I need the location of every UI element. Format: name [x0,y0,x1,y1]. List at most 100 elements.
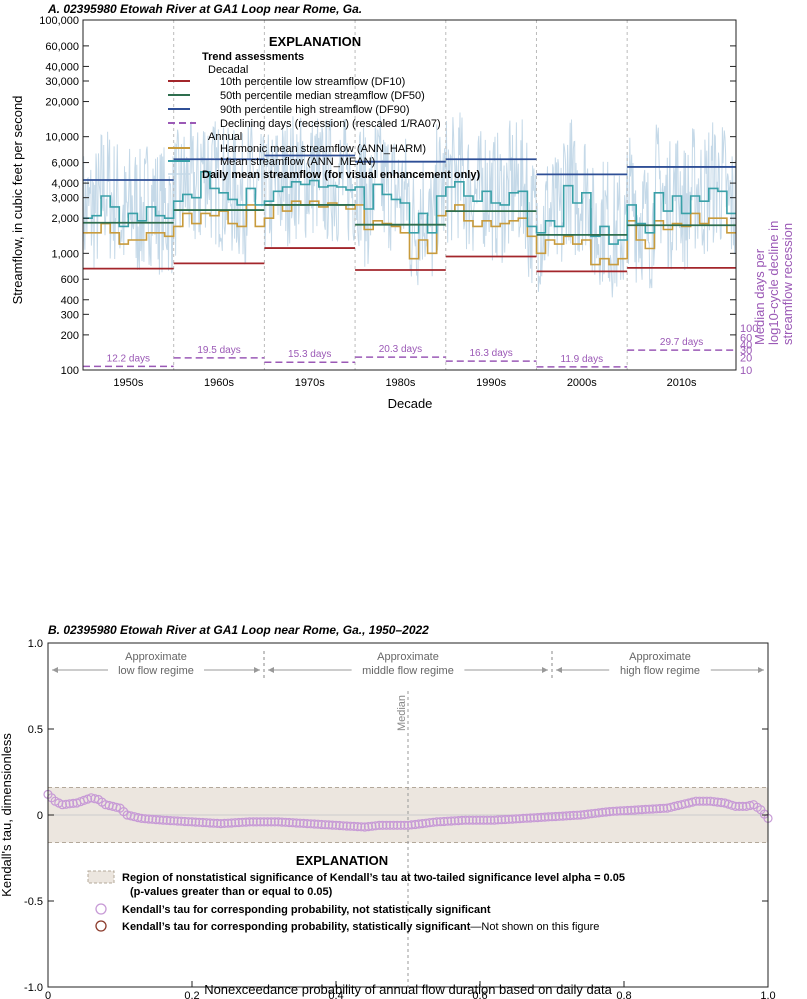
y-tick-label: 20,000 [45,97,79,109]
decade-label: 2000s [567,377,597,389]
y2-tick-label: 20 [740,352,752,364]
recession-label: 19.5 days [197,345,240,356]
legend-ann-harm-label: Harmonic mean streamflow (ANN_HARM) [220,143,426,155]
panel-b-x-axis-ticks: 0 0.2 0.4 0.6 0.8 1.0 [45,981,776,999]
tau-point [180,816,190,827]
legend-band-label-1: Region of nonstatistical significance of… [122,872,625,884]
panel-a-y2-axis-label: Median days per log10-cycle decline in s… [752,221,795,345]
panel-a-title: A. 02395980 Etowah River at GA1 Loop nea… [47,2,362,16]
tau-point [144,814,154,824]
tau-point [335,820,345,831]
legend-df10-label: 10th percentile low streamflow (DF10) [220,76,405,88]
tau-point [619,806,629,816]
tau-point [479,815,489,825]
tau-point [421,818,431,828]
tau-point [111,802,122,812]
tau-point [277,817,287,827]
tau-point [320,820,330,830]
tau-point [417,818,427,829]
tau-point [378,820,388,830]
tau-point [223,818,233,828]
tau-point [147,814,157,824]
b-x-tick-label: 0.4 [328,990,343,999]
tau-point [57,800,68,810]
y2-tick-label: 60 [740,332,752,344]
tau-point [738,801,748,812]
recession-label: 11.9 days [561,354,604,365]
tau-point [363,821,373,832]
legend-df90-label: 90th percentile high streamflow (DF90) [220,104,410,116]
tau-point [558,811,568,821]
tau-point [576,810,586,820]
legend-nonsig-label: Kendall’s tau for corresponding probabil… [122,904,491,916]
tau-point [482,815,492,825]
tau-point [194,817,204,827]
tau-point [514,814,525,824]
b-x-tick-label: 0 [45,990,51,999]
tau-point [547,812,557,822]
tau-point [709,797,719,807]
tau-point [507,814,518,824]
tau-point [403,820,413,830]
tau-point [284,817,294,828]
legend-b-title: EXPLANATION [296,853,388,868]
tau-point [640,804,651,815]
regime-arrowhead [542,667,548,673]
recession-label: 16.3 days [469,348,512,359]
tau-point [432,817,442,827]
tau-point [151,814,161,825]
tau-point [356,822,366,832]
tau-point [439,816,449,827]
tau-point [263,817,273,827]
tau-point [425,818,435,828]
legend-a-decadal: Decadal [208,64,248,76]
tau-point [702,796,712,806]
tau-point [306,819,316,829]
tau-point [471,815,481,825]
regime-label-line-1: Approximate [125,651,187,663]
tau-point [270,817,280,827]
b-y-tick-label: -0.5 [24,896,43,908]
tau-point [698,796,708,806]
tau-point [730,801,741,812]
tau-point [644,804,654,814]
recession-label: 15.3 days [288,349,331,360]
panel-a-series: 12.2 days 19.5 days 15.3 days 20.3 days 16.3… [83,154,736,368]
tau-point [201,818,211,828]
tau-point [691,796,701,806]
tau-point [630,805,640,815]
panel-a-legend: EXPLANATION Trend assessments Decadal 10… [168,34,480,181]
tau-point [90,794,100,804]
tau-point [137,813,147,824]
y2-label-line-1: Median days per [752,248,767,345]
legend-nonsig-marker [95,903,107,915]
tau-point [518,813,528,824]
b-y-tick-label: 0 [37,810,43,822]
y-tick-label: 300 [61,309,79,321]
tau-point [183,817,193,827]
tau-point [302,818,312,829]
legend-df50-label: 50th percentile median streamflow (DF50) [220,90,425,102]
y-tick-label: 30,000 [45,76,79,88]
legend-ann-mean-label: Mean streamflow (ANN_MEAN) [220,156,375,168]
tau-point [410,819,420,830]
regime-arrowhead [52,667,58,673]
tau-point [245,817,255,827]
tau-point [734,801,744,812]
flow-regime-annotations: Approximate low flow regime Approximate mid… [52,651,764,681]
tau-point [486,815,496,825]
tau-point [205,818,215,828]
tau-point [511,814,521,824]
tau-point [396,820,406,830]
tau-point [324,820,334,830]
tau-point [612,806,622,816]
tau-point [155,815,165,825]
tau-point [608,806,618,816]
tau-point [601,807,611,817]
tau-point [255,817,265,827]
tau-point [230,818,240,828]
panel-b: B. 02395980 Etowah River at GA1 Loop nea… [0,623,776,999]
tau-point [604,806,615,817]
tau-point [590,808,600,818]
tau-point [173,816,183,826]
